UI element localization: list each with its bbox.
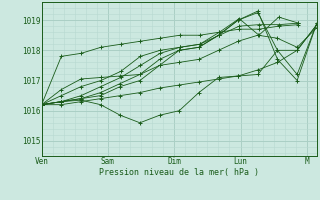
X-axis label: Pression niveau de la mer( hPa ): Pression niveau de la mer( hPa ) (99, 168, 259, 177)
